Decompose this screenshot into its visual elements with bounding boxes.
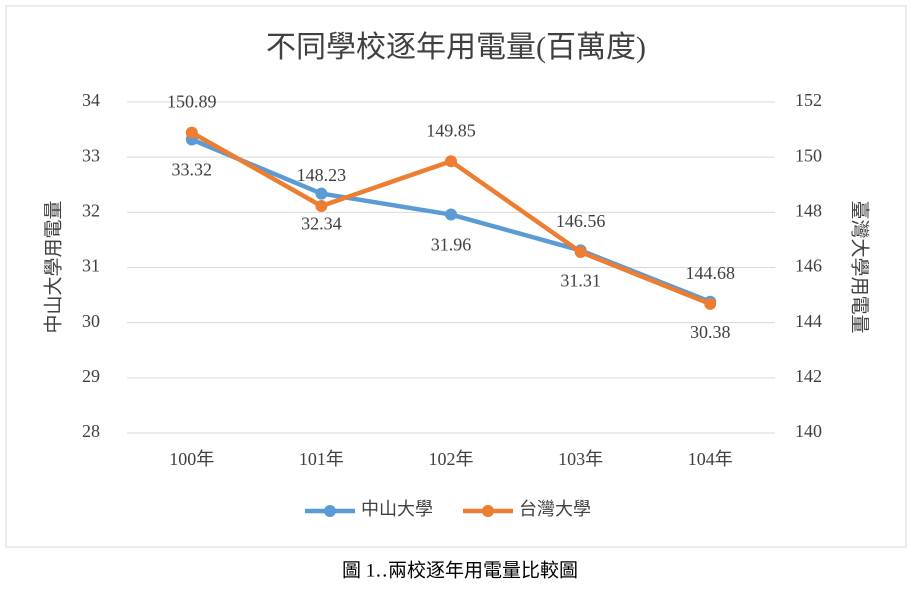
y-axis-label: 中山大學用電量 xyxy=(42,200,64,333)
caption: 圖 1‥兩校逐年用電量比較圖 xyxy=(342,559,578,581)
point xyxy=(445,155,457,168)
data-label: 31.96 xyxy=(431,235,472,255)
y-tick-label: 33 xyxy=(82,145,100,165)
data-label: 33.32 xyxy=(172,160,213,180)
y2-tick-label: 146 xyxy=(795,256,822,276)
chart-frame xyxy=(5,5,907,548)
x-tick-label: 102年 xyxy=(429,449,474,469)
data-label: 149.85 xyxy=(426,120,476,140)
legend-marker xyxy=(482,505,494,517)
data-label: 148.23 xyxy=(297,165,347,185)
x-tick-label: 101年 xyxy=(299,449,344,469)
y-tick-label: 28 xyxy=(82,421,100,441)
legend-label: 中山大學 xyxy=(361,499,433,519)
point xyxy=(574,246,587,259)
point xyxy=(315,199,328,212)
y2-tick-label: 152 xyxy=(795,90,822,110)
y2-tick-label: 142 xyxy=(795,366,822,386)
y2-axis-label: 臺灣大學用電量 xyxy=(849,200,871,333)
point xyxy=(704,297,717,310)
data-label: 31.31 xyxy=(560,271,601,291)
y-tick-label: 32 xyxy=(82,200,100,220)
y2-tick-label: 150 xyxy=(795,145,822,165)
y-tick-label: 29 xyxy=(82,366,100,386)
data-label: 32.34 xyxy=(301,214,342,234)
data-label: 144.68 xyxy=(685,263,735,283)
y2-tick-label: 144 xyxy=(795,311,822,331)
chart-title: 不同學校逐年用電量(百萬度) xyxy=(266,31,646,64)
y-tick-label: 30 xyxy=(82,311,100,331)
point xyxy=(445,208,457,221)
point xyxy=(185,126,198,139)
y2-tick-label: 140 xyxy=(795,421,822,441)
x-tick-label: 104年 xyxy=(688,449,733,469)
x-tick-label: 100年 xyxy=(169,449,214,469)
x-tick-label: 103年 xyxy=(558,449,603,469)
legend-marker xyxy=(324,505,336,517)
data-label: 146.56 xyxy=(556,211,606,231)
y2-tick-label: 148 xyxy=(795,200,822,220)
data-label: 150.89 xyxy=(167,92,217,112)
data-label: 30.38 xyxy=(690,322,731,342)
y-tick-label: 34 xyxy=(82,90,100,110)
y-tick-label: 31 xyxy=(82,256,100,276)
legend-label: 台灣大學 xyxy=(519,499,591,519)
point xyxy=(315,187,328,200)
